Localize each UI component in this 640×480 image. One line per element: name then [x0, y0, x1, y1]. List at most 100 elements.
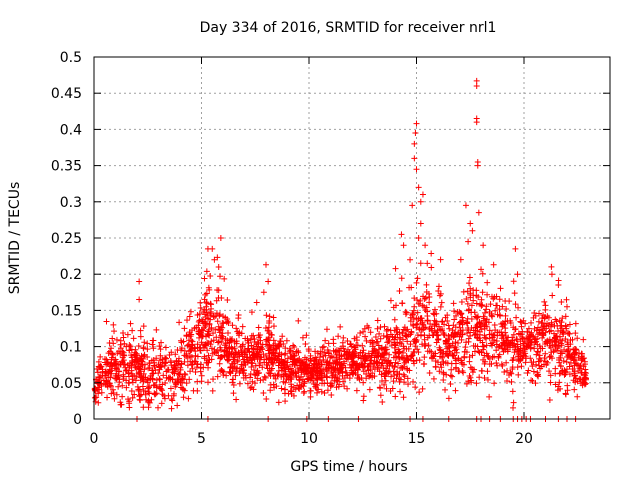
data-point: [264, 361, 271, 368]
data-point: [194, 344, 201, 351]
data-point: [107, 374, 114, 381]
data-point: [504, 317, 511, 324]
data-point: [448, 331, 455, 338]
data-point: [465, 335, 472, 342]
data-point: [158, 339, 165, 346]
data-point: [233, 325, 240, 332]
data-point: [98, 389, 105, 396]
data-point: [348, 343, 355, 350]
data-point: [572, 330, 579, 337]
data-point: [493, 347, 500, 354]
data-point: [194, 378, 201, 385]
data-point: [275, 399, 282, 406]
data-point: [449, 373, 456, 380]
data-point: [490, 261, 497, 268]
data-point: [392, 359, 399, 366]
data-point: [301, 354, 308, 361]
data-point: [151, 363, 158, 370]
data-point: [354, 342, 361, 349]
data-point: [149, 376, 156, 383]
data-point: [440, 358, 447, 365]
data-point: [337, 323, 344, 330]
data-point: [233, 396, 240, 403]
data-point: [528, 319, 535, 326]
data-point: [325, 361, 332, 368]
data-point: [188, 361, 195, 368]
data-point: [251, 353, 258, 360]
data-point: [203, 268, 210, 275]
data-point: [538, 326, 545, 333]
data-point: [499, 303, 506, 310]
data-point: [221, 275, 228, 282]
data-point: [157, 346, 164, 353]
data-point: [180, 376, 187, 383]
data-point: [136, 386, 143, 393]
data-point: [250, 354, 257, 361]
data-point: [178, 384, 185, 391]
data-point: [120, 375, 127, 382]
data-point: [219, 324, 226, 331]
data-point: [284, 362, 291, 369]
data-point: [572, 375, 579, 382]
data-point: [480, 356, 487, 363]
data-point: [409, 312, 416, 319]
data-point: [360, 328, 367, 335]
data-point: [296, 362, 303, 369]
data-point: [113, 336, 120, 343]
data-point: [217, 273, 224, 280]
data-point: [414, 297, 421, 304]
data-point: [245, 357, 252, 364]
data-point: [253, 299, 260, 306]
data-point: [257, 337, 264, 344]
data-point: [156, 343, 163, 350]
data-point: [373, 338, 380, 345]
data-point: [317, 351, 324, 358]
data-point: [575, 367, 582, 374]
data-point: [470, 297, 477, 304]
y-tick-label: 0: [73, 412, 82, 428]
data-point: [452, 387, 459, 394]
data-point: [231, 345, 238, 352]
data-point: [176, 319, 183, 326]
data-point: [443, 338, 450, 345]
data-point: [141, 351, 148, 358]
data-point: [383, 370, 390, 377]
data-point: [366, 386, 373, 393]
data-point: [326, 359, 333, 366]
data-point: [537, 345, 544, 352]
data-point: [192, 369, 199, 376]
data-point: [545, 314, 552, 321]
data-point: [116, 368, 123, 375]
data-point: [401, 324, 408, 331]
data-point: [322, 352, 329, 359]
data-point: [156, 375, 163, 382]
data-point: [126, 341, 133, 348]
data-point: [488, 330, 495, 337]
data-point: [178, 347, 185, 354]
y-tick-label: 0.05: [51, 376, 82, 392]
data-point: [575, 354, 582, 361]
data-point-peak: [475, 209, 482, 216]
data-point: [539, 315, 546, 322]
tick-layer: 0 0.05 0.1 0.15 0.2 0.25 0.3 0.35 0.4 0.45 0.5 0 5 10…: [51, 50, 610, 447]
data-point: [157, 352, 164, 359]
data-point: [504, 378, 511, 385]
data-point: [449, 327, 456, 334]
data-point: [343, 369, 350, 376]
data-point: [203, 300, 210, 307]
data-point: [534, 335, 541, 342]
data-point: [543, 338, 550, 345]
data-point: [95, 390, 102, 397]
data-point: [509, 388, 516, 395]
data-point: [381, 350, 388, 357]
data-point: [201, 324, 208, 331]
data-point: [508, 378, 515, 385]
data-point: [354, 374, 361, 381]
y-tick-label: 0.4: [60, 122, 82, 138]
data-point: [196, 317, 203, 324]
data-point: [244, 380, 251, 387]
data-point: [418, 326, 425, 333]
data-point: [128, 388, 135, 395]
data-point: [216, 311, 223, 318]
data-point: [205, 352, 212, 359]
